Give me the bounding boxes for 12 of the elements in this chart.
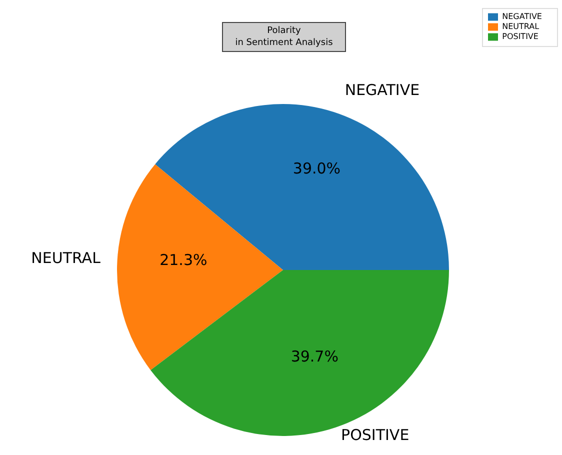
data-label: 21.3% (160, 250, 208, 269)
data-label: 39.7% (290, 347, 338, 366)
slice-label: NEGATIVE (344, 81, 420, 100)
data-label: 39.0% (292, 159, 341, 178)
legend-label: POSITIVE (502, 32, 538, 42)
slice-label: POSITIVE (341, 426, 410, 444)
pie-slice (155, 104, 449, 270)
legend-label: NEUTRAL (502, 22, 540, 32)
pie-slice (117, 164, 283, 370)
legend-label: NEGATIVE (502, 12, 542, 22)
slice-label: NEUTRAL (31, 248, 102, 267)
text: Polarity in Sentiment Analysis (223, 25, 345, 49)
